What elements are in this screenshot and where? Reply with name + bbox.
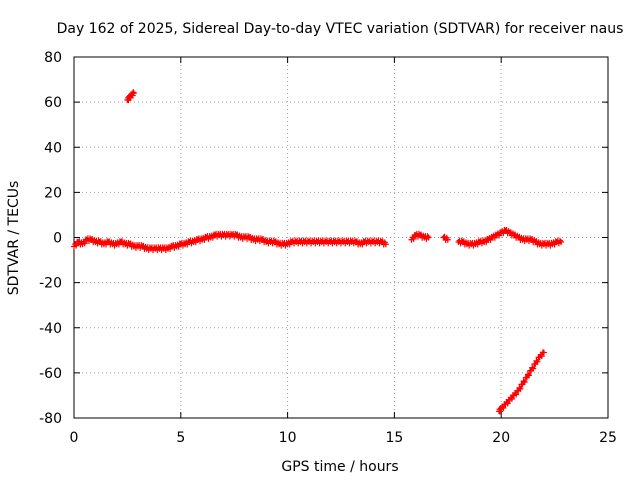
x-tick-label: 25 xyxy=(599,430,617,446)
y-tick-label: -60 xyxy=(39,366,62,382)
x-tick-label: 10 xyxy=(279,430,297,446)
data-marker xyxy=(444,236,451,243)
data-marker xyxy=(525,372,532,379)
data-marker xyxy=(517,385,524,392)
data-marker xyxy=(130,90,137,97)
series-main-trace-2 xyxy=(408,226,565,249)
data-marker xyxy=(521,379,528,386)
data-marker xyxy=(504,400,511,407)
series-main-trace-1 xyxy=(71,230,389,254)
x-axis-label: GPS time / hours xyxy=(281,459,398,475)
data-marker xyxy=(540,349,547,356)
data-marker xyxy=(534,358,541,365)
chart-title: Day 162 of 2025, Sidereal Day-to-day VTE… xyxy=(57,21,624,37)
series-segment-high-outlier xyxy=(124,89,137,104)
y-axis-label: SDTVAR / TECUs xyxy=(6,181,22,296)
data-marker xyxy=(508,396,515,403)
y-tick-label: -80 xyxy=(39,411,62,427)
x-tick-label: 20 xyxy=(492,430,510,446)
data-marker xyxy=(538,353,545,360)
data-marker xyxy=(516,384,523,391)
x-tick-label: 5 xyxy=(176,430,185,446)
y-tick-label: 20 xyxy=(44,185,62,201)
y-tick-label: 0 xyxy=(53,231,62,247)
axis-ticks xyxy=(73,56,609,419)
y-tick-label: -40 xyxy=(39,321,62,337)
data-marker xyxy=(410,235,417,242)
data-marker xyxy=(556,237,563,244)
data-marker xyxy=(520,378,527,385)
y-tick-label: 60 xyxy=(44,95,62,111)
y-tick-label: 40 xyxy=(44,140,62,156)
tick-labels: 0 5 10 15 20 25 -80 -60 -40 -20 0 20 40 60 80 xyxy=(39,50,617,446)
data-marker xyxy=(500,405,507,412)
data-marker xyxy=(81,240,88,247)
y-tick-label: 80 xyxy=(44,50,62,66)
series-segment-low-ramp xyxy=(496,349,547,415)
data-marker xyxy=(524,371,531,378)
x-tick-label: 15 xyxy=(385,430,403,446)
data-marker xyxy=(382,241,389,248)
data-marker xyxy=(424,233,431,240)
data-markers xyxy=(71,89,565,415)
data-marker xyxy=(513,391,520,398)
data-marker xyxy=(533,357,540,364)
data-marker xyxy=(530,365,537,372)
data-marker xyxy=(558,239,565,246)
data-marker xyxy=(425,234,432,241)
x-tick-label: 0 xyxy=(70,430,79,446)
data-marker xyxy=(73,242,80,249)
data-marker xyxy=(529,364,536,371)
y-tick-label: -20 xyxy=(39,276,62,292)
